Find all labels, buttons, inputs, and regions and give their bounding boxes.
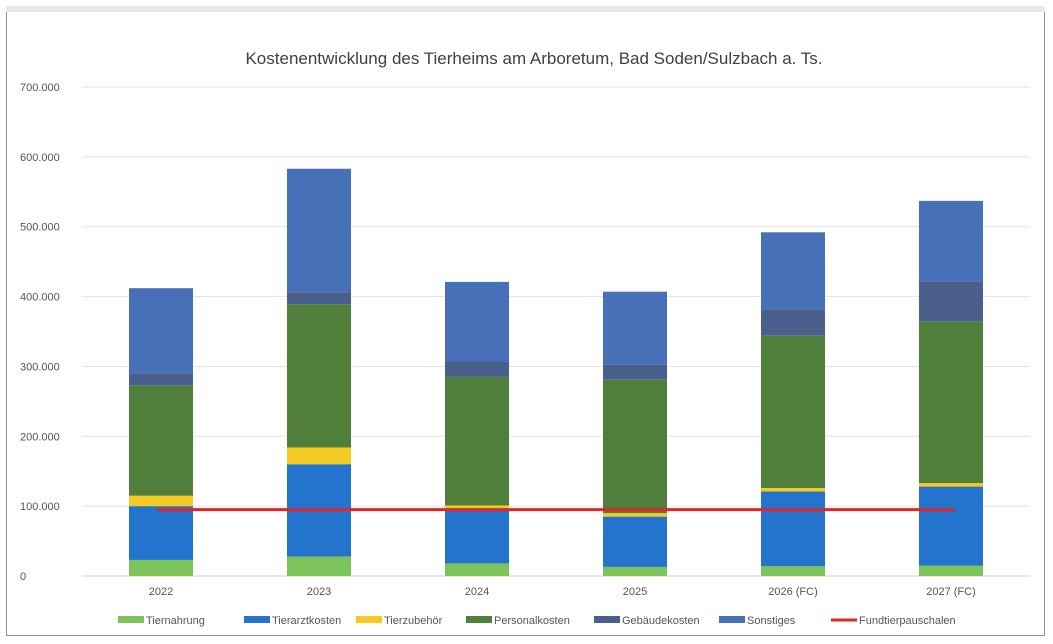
x-axis: 2022 2023 2024 2025 2026 (FC) 2027 (FC) [149, 586, 976, 598]
bar-segment-tierzubehör [287, 447, 351, 465]
x-tick-label: 2026 (FC) [768, 586, 818, 598]
bar-segment-sonstiges [919, 200, 983, 282]
legend-item: Personalkosten [466, 615, 570, 627]
legend-label: Fundtierpauschalen [859, 615, 956, 627]
y-tick-label: 300.000 [20, 361, 60, 373]
bar-segment-sonstiges [445, 281, 509, 362]
bar-segment-personalkosten [919, 321, 983, 484]
y-tick-label: 200.000 [20, 431, 60, 443]
legend-swatch [466, 616, 492, 623]
bar-segment-tiernahrung [287, 556, 351, 576]
bar-segment-gebäudekosten [603, 364, 667, 380]
y-tick-label: 500.000 [20, 222, 60, 234]
bar-segment-personalkosten [129, 385, 193, 496]
bar-segment-tierarztkosten [603, 516, 667, 567]
x-tick-label: 2025 [623, 586, 647, 598]
chart-title: Kostenentwicklung des Tierheims am Arbor… [245, 49, 822, 68]
bar-segment-personalkosten [445, 376, 509, 506]
x-tick-label: 2024 [465, 586, 489, 598]
bar-segment-tiernahrung [129, 559, 193, 576]
y-tick-label: 0 [20, 571, 26, 583]
legend-label: Tierzubehör [384, 615, 443, 627]
bar-segment-tierarztkosten [919, 486, 983, 566]
bars [129, 168, 983, 576]
bar-segment-sonstiges [761, 232, 825, 310]
bar-segment-gebäudekosten [129, 373, 193, 386]
gridlines [82, 86, 1030, 577]
y-axis: 0 100.000 200.000 300.000 400.000 500.000 600.… [20, 82, 60, 583]
bar-segment-tiernahrung [445, 563, 509, 576]
bar-segment-tiernahrung [761, 566, 825, 576]
legend-swatch [244, 616, 270, 623]
legend-label: Sonstiges [747, 615, 796, 627]
legend-item: Fundtierpauschalen [831, 615, 956, 627]
bar-segment-gebäudekosten [445, 361, 509, 377]
legend-label: Personalkosten [494, 615, 570, 627]
bar-segment-tierzubehör [761, 487, 825, 492]
bar-segment-tierzubehör [129, 495, 193, 507]
legend-swatch [719, 616, 745, 623]
bar-segment-gebäudekosten [761, 309, 825, 336]
bar-segment-personalkosten [287, 304, 351, 448]
legend-swatch [594, 616, 620, 623]
legend-swatch [356, 616, 382, 623]
bar-segment-tiernahrung [603, 566, 667, 576]
legend-item: Gebäudekosten [594, 615, 700, 627]
bar-segment-tiernahrung [919, 565, 983, 576]
x-tick-label: 2027 (FC) [926, 586, 976, 598]
bar-segment-gebäudekosten [919, 281, 983, 322]
bar-segment-personalkosten [603, 379, 667, 514]
legend-label: Tierarztkosten [272, 615, 341, 627]
y-tick-label: 700.000 [20, 82, 60, 94]
x-tick-label: 2022 [149, 586, 173, 598]
y-tick-label: 400.000 [20, 292, 60, 304]
chart-top-band [6, 6, 1045, 12]
legend: Tiernahrung Tierarztkosten Tierzubehör Pers… [118, 615, 956, 627]
legend-label: Gebäudekosten [622, 615, 700, 627]
bar-segment-tierarztkosten [129, 506, 193, 560]
bar-segment-tierzubehör [445, 505, 509, 509]
legend-swatch [118, 616, 144, 623]
bar-segment-personalkosten [761, 335, 825, 488]
bar-segment-gebäudekosten [287, 292, 351, 305]
bar-segment-tierzubehör [919, 483, 983, 487]
bar-segment-tierzubehör [603, 513, 667, 517]
bar-segment-sonstiges [287, 168, 351, 293]
x-tick-label: 2023 [307, 586, 331, 598]
y-tick-label: 100.000 [20, 501, 60, 513]
legend-item: Tiernahrung [118, 615, 205, 627]
bar-segment-tierarztkosten [445, 508, 509, 564]
legend-item: Tierzubehör [356, 615, 443, 627]
legend-item: Tierarztkosten [244, 615, 341, 627]
legend-label: Tiernahrung [146, 615, 205, 627]
legend-item: Sonstiges [719, 615, 796, 627]
bar-segment-tierarztkosten [761, 491, 825, 567]
y-tick-label: 600.000 [20, 152, 60, 164]
bar-segment-sonstiges [129, 288, 193, 374]
bar-segment-sonstiges [603, 291, 667, 365]
